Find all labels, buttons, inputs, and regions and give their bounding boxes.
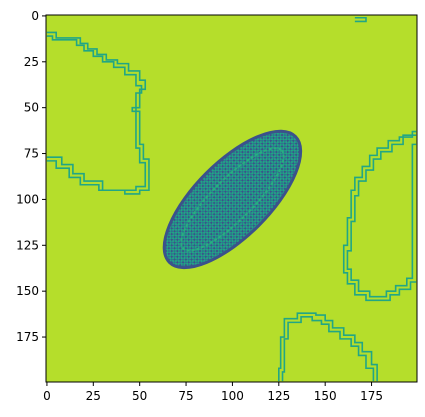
y-axis: 0 25 50 75 100 125 150 175 [16,9,46,344]
contour-3 [346,134,417,298]
x-tick-label: 0 [43,389,51,403]
x-tick-label: 75 [178,389,193,403]
x-axis: 0 25 50 75 100 125 150 175 [43,382,383,403]
x-tick-label: 125 [267,389,290,403]
x-tick-label: 175 [360,389,383,403]
x-tick-label: 150 [314,389,337,403]
y-tick-label: 175 [16,330,39,344]
central-blob [162,129,303,270]
central-blob-layer [162,129,303,270]
plot-frame [45,14,418,383]
contour-4 [278,312,378,382]
contour-2 [342,130,417,302]
contour-5 [281,316,375,382]
x-tick-label: 50 [132,389,147,403]
plot-area [46,15,417,382]
y-tick-label: 25 [24,55,39,69]
x-tick-label: 100 [221,389,244,403]
contour-1 [46,35,147,192]
contours-layer [46,16,417,382]
contour-6 [354,16,367,23]
y-tick-label: 125 [16,238,39,252]
y-tick-label: 100 [16,192,39,206]
y-tick-label: 75 [24,147,39,161]
x-tick-label: 25 [86,389,101,403]
y-tick-label: 50 [24,101,39,115]
y-tick-label: 150 [16,284,39,298]
y-tick-label: 0 [31,9,39,23]
central-blob-inner [180,147,285,252]
